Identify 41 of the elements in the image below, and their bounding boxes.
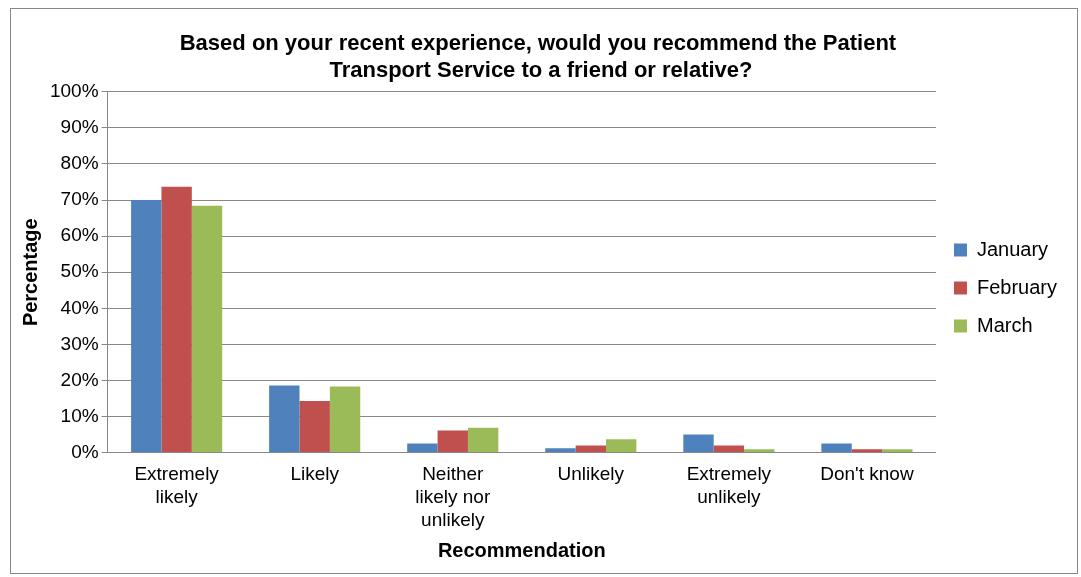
bar: [744, 449, 775, 453]
y-tick-label: 60%: [60, 224, 99, 246]
bar: [606, 439, 637, 453]
bar: [437, 430, 468, 453]
legend-label: January: [976, 237, 1049, 260]
y-tick-label: 0%: [71, 440, 99, 462]
x-tick-label: Extremely unlikely: [686, 463, 772, 508]
bar: [161, 186, 192, 453]
x-tick-label: Neither likely nor unlikely: [415, 463, 491, 530]
y-tick-label: 40%: [60, 296, 99, 318]
x-axis-title: Recommendation: [437, 538, 606, 561]
y-axis-title: Percentage: [18, 218, 41, 327]
bar: [882, 449, 913, 453]
x-tick-label: Likely: [290, 463, 340, 485]
bar: [131, 200, 162, 453]
bar: [821, 443, 852, 453]
bar: [713, 445, 745, 453]
bar: [575, 445, 606, 453]
chart-title: Based on your recent experience, would you recommend the Patient Transport Service to a friend or relative?: [179, 30, 903, 82]
y-tick-label: 10%: [60, 404, 99, 426]
bar: [269, 385, 300, 453]
bar: [683, 434, 714, 453]
bar: [299, 401, 330, 453]
y-tick-label: 20%: [60, 368, 99, 390]
y-tick-label: 100%: [49, 80, 99, 102]
bar: [329, 386, 361, 453]
bar: [407, 443, 438, 453]
y-tick-label: 30%: [60, 332, 99, 354]
x-tick-label: Extremely likely: [134, 463, 220, 508]
bar: [467, 427, 499, 453]
bar: [851, 449, 883, 453]
y-tick-label: 70%: [60, 188, 99, 210]
x-tick-label: Unlikely: [557, 463, 625, 485]
y-tick-label: 80%: [60, 152, 99, 174]
y-tick-label: 90%: [60, 116, 99, 138]
y-tick-label: 50%: [60, 260, 99, 282]
legend-label: March: [976, 313, 1033, 336]
bar: [545, 448, 576, 453]
bar: [191, 205, 223, 453]
legend-label: February: [976, 275, 1057, 298]
x-tick-label: Don't know: [820, 463, 914, 485]
